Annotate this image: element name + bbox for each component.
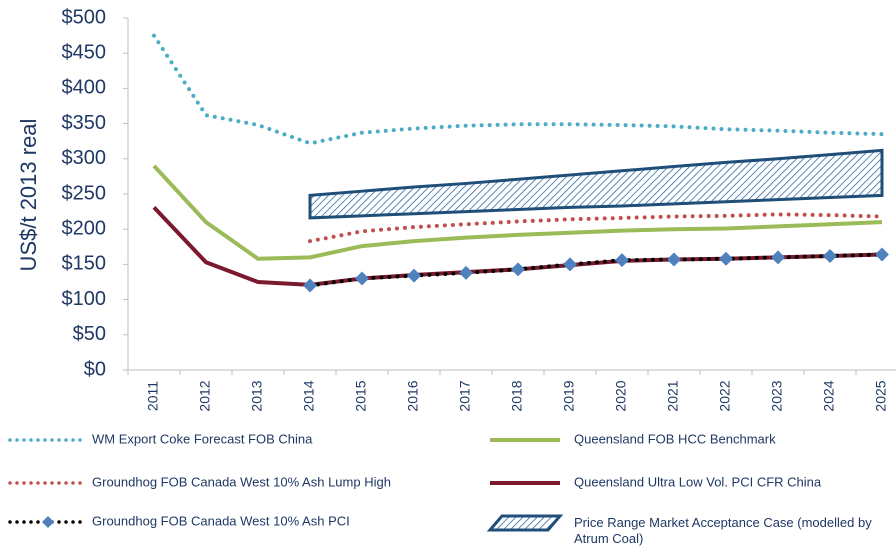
- legend-label: Price Range Market Acceptance Case (mode…: [574, 515, 872, 546]
- y-tick-label: $500: [62, 6, 107, 28]
- x-tick-label: 2022: [717, 380, 733, 411]
- y-tick-label: $50: [73, 323, 106, 345]
- series-line: [152, 33, 884, 146]
- x-tick-label: 2023: [769, 380, 785, 411]
- x-tick-label: 2014: [301, 380, 317, 411]
- series-line: [152, 164, 883, 261]
- price-band: [308, 148, 884, 220]
- marker: [771, 250, 785, 265]
- marker: [303, 278, 317, 293]
- legend-label: Queensland Ultra Low Vol. PCI CFR China: [574, 474, 822, 489]
- x-tick-label: 2015: [353, 380, 369, 411]
- y-tick-label: $450: [62, 41, 107, 63]
- marker: [615, 253, 629, 268]
- marker: [355, 271, 369, 286]
- x-tick-label: 2011: [145, 381, 161, 411]
- y-axis-label: US$/t 2013 real: [16, 119, 41, 272]
- marker: [407, 268, 421, 283]
- x-tick-label: 2020: [613, 380, 629, 411]
- y-tick-label: $200: [62, 217, 107, 239]
- x-tick-label: 2016: [405, 380, 421, 411]
- x-tick-label: 2012: [197, 380, 213, 411]
- series-line: [308, 252, 884, 288]
- y-tick-label: $150: [62, 253, 107, 275]
- x-tick-label: 2017: [457, 380, 473, 411]
- x-tick-label: 2013: [249, 380, 265, 411]
- x-tick-label: 2025: [873, 380, 889, 411]
- marker: [511, 262, 525, 277]
- x-tick-label: 2021: [665, 380, 681, 411]
- y-tick-label: $250: [62, 182, 107, 204]
- marker: [459, 265, 473, 280]
- legend-label: Groundhog FOB Canada West 10% Ash PCI: [92, 513, 350, 528]
- marker: [823, 248, 837, 263]
- marker: [667, 252, 681, 267]
- series-line: [308, 212, 884, 244]
- x-tick-label: 2018: [509, 380, 525, 411]
- x-tick-label: 2024: [821, 380, 837, 411]
- legend-label: Groundhog FOB Canada West 10% Ash Lump H…: [92, 474, 391, 489]
- marker: [563, 257, 577, 272]
- marker: [719, 251, 733, 266]
- y-tick-label: $100: [62, 288, 107, 310]
- y-tick-label: $0: [84, 358, 106, 380]
- legend-swatch: [486, 514, 564, 532]
- legend-label: WM Export Coke Forecast FOB China: [92, 431, 313, 446]
- x-tick-label: 2019: [561, 380, 577, 411]
- marker: [875, 247, 889, 262]
- legend-marker: [42, 516, 54, 528]
- y-tick-label: $350: [62, 112, 107, 134]
- legend-label: Queensland FOB HCC Benchmark: [574, 431, 776, 446]
- y-tick-label: $400: [62, 77, 107, 99]
- y-tick-label: $300: [62, 147, 107, 169]
